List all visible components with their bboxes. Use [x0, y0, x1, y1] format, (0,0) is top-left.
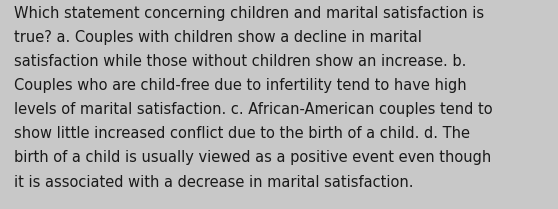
- Text: Couples who are child-free due to infertility tend to have high: Couples who are child-free due to infert…: [14, 78, 466, 93]
- Text: Which statement concerning children and marital satisfaction is: Which statement concerning children and …: [14, 6, 484, 21]
- Text: birth of a child is usually viewed as a positive event even though: birth of a child is usually viewed as a …: [14, 150, 491, 166]
- Text: levels of marital satisfaction. c. African-American couples tend to: levels of marital satisfaction. c. Afric…: [14, 102, 493, 117]
- Text: show little increased conflict due to the birth of a child. d. The: show little increased conflict due to th…: [14, 126, 470, 141]
- Text: satisfaction while those without children show an increase. b.: satisfaction while those without childre…: [14, 54, 466, 69]
- Text: it is associated with a decrease in marital satisfaction.: it is associated with a decrease in mari…: [14, 175, 413, 190]
- Text: true? a. Couples with children show a decline in marital: true? a. Couples with children show a de…: [14, 30, 422, 45]
